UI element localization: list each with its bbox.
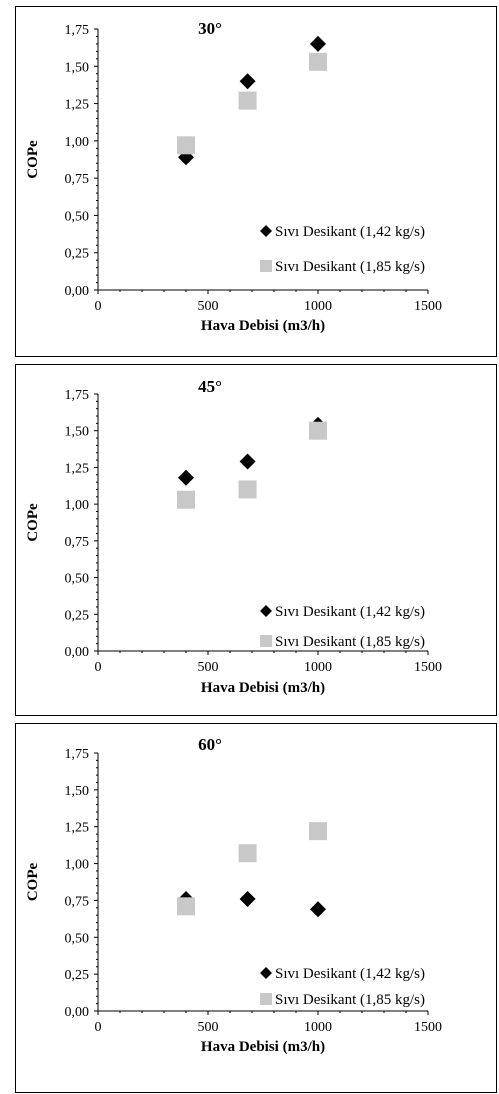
data-point-square bbox=[309, 421, 327, 440]
series-0 bbox=[178, 416, 326, 486]
y-tick-label: 1,00 bbox=[65, 498, 90, 513]
data-point-diamond bbox=[239, 73, 256, 90]
y-tick-label: 0,00 bbox=[65, 1005, 90, 1020]
chart-panel-60: 0,00 0,25 0,50 0,75 1,00 1,25 1,50 1,75 0 500 1000… bbox=[15, 723, 497, 1093]
legend-label: Sıvı Desikant (1,42 kg/s) bbox=[275, 224, 425, 240]
y-tick-label: 1,00 bbox=[65, 858, 90, 873]
x-axis-title: Hava Debisi (m3/h) bbox=[201, 680, 325, 696]
chart-30: 0,00 0,25 0,50 0,75 1,00 1,25 1,50 1,75 0 500 1000… bbox=[25, 19, 442, 334]
y-tick-label: 1,50 bbox=[65, 60, 90, 75]
legend-label: Sıvı Desikant (1,85 kg/s) bbox=[275, 992, 425, 1008]
y-tick-label: 0,75 bbox=[65, 894, 90, 909]
legend-marker-diamond bbox=[260, 967, 272, 979]
series-1 bbox=[177, 822, 327, 916]
legend-label: Sıvı Desikant (1,42 kg/s) bbox=[275, 966, 425, 982]
x-tick-label: 0 bbox=[95, 660, 102, 675]
data-point-diamond bbox=[178, 469, 194, 486]
y-tick-label: 1,75 bbox=[65, 747, 90, 762]
x-tick-label: 1000 bbox=[304, 1020, 332, 1035]
y-tick-label: 0,50 bbox=[65, 209, 90, 224]
y-tick-label: 1,50 bbox=[65, 784, 90, 799]
chart-title: 60° bbox=[198, 735, 222, 754]
y-axis-title: COPe bbox=[25, 140, 41, 179]
chart-panel-45: 0,00 0,25 0,50 0,75 1,00 1,25 1,50 1,75 0 500 1000… bbox=[15, 364, 497, 716]
chart-45: 0,00 0,25 0,50 0,75 1,00 1,25 1,50 1,75 0 500 1000… bbox=[25, 377, 442, 696]
y-tick-label: 0,25 bbox=[65, 968, 90, 983]
data-point-square bbox=[238, 480, 257, 499]
legend-marker-square bbox=[260, 635, 272, 647]
x-tick-label: 1500 bbox=[414, 299, 442, 314]
x-tick-label: 0 bbox=[95, 299, 102, 314]
y-tick-label: 0,50 bbox=[65, 931, 90, 946]
legend-marker-diamond bbox=[260, 225, 272, 237]
data-point-square bbox=[309, 822, 327, 841]
y-tick-label: 0,25 bbox=[65, 608, 90, 623]
data-point-diamond bbox=[310, 35, 326, 52]
y-tick-label: 1,25 bbox=[65, 98, 90, 113]
y-tick-label: 1,25 bbox=[65, 461, 90, 476]
series-1 bbox=[177, 421, 327, 509]
y-tick-label: 0,25 bbox=[65, 247, 90, 262]
x-tick-label: 1500 bbox=[414, 660, 442, 675]
data-point-square bbox=[238, 91, 257, 110]
data-point-square bbox=[309, 52, 327, 71]
series-1 bbox=[177, 52, 327, 155]
y-axis-title: COPe bbox=[25, 863, 41, 902]
y-tick-label: 0,00 bbox=[65, 645, 90, 660]
legend-marker-diamond bbox=[260, 605, 272, 617]
legend-label: Sıvı Desikant (1,42 kg/s) bbox=[275, 604, 425, 620]
data-point-square bbox=[238, 844, 257, 863]
legend-marker-square bbox=[260, 993, 272, 1005]
y-tick-label: 0,75 bbox=[65, 172, 90, 187]
x-tick-label: 500 bbox=[198, 660, 219, 675]
y-tick-label: 1,25 bbox=[65, 821, 90, 836]
data-point-diamond bbox=[310, 901, 326, 918]
data-point-square bbox=[177, 136, 195, 155]
y-tick-label: 1,00 bbox=[65, 135, 90, 150]
x-tick-label: 1000 bbox=[304, 660, 332, 675]
y-tick-label: 0,50 bbox=[65, 572, 90, 587]
legend-label: Sıvı Desikant (1,85 kg/s) bbox=[275, 634, 425, 650]
x-tick-label: 1500 bbox=[414, 1020, 442, 1035]
y-tick-label: 0,00 bbox=[65, 284, 90, 299]
data-point-diamond bbox=[239, 890, 256, 907]
x-tick-label: 500 bbox=[198, 1020, 219, 1035]
data-point-square bbox=[177, 490, 195, 509]
y-tick-label: 0,75 bbox=[65, 535, 90, 550]
x-tick-label: 1000 bbox=[304, 299, 332, 314]
chart-60: 0,00 0,25 0,50 0,75 1,00 1,25 1,50 1,75 0 500 1000… bbox=[25, 735, 442, 1055]
y-tick-label: 1,50 bbox=[65, 425, 90, 440]
y-tick-label: 1,75 bbox=[65, 388, 90, 403]
x-tick-label: 500 bbox=[198, 299, 219, 314]
x-axis-title: Hava Debisi (m3/h) bbox=[201, 318, 325, 334]
data-point-square bbox=[177, 897, 195, 916]
legend-label: Sıvı Desikant (1,85 kg/s) bbox=[275, 259, 425, 275]
y-axis-title: COPe bbox=[25, 503, 41, 542]
x-tick-label: 0 bbox=[95, 1020, 102, 1035]
chart-title: 45° bbox=[198, 377, 222, 396]
chart-panel-30: 0,00 0,25 0,50 0,75 1,00 1,25 1,50 1,75 0 500 1000… bbox=[15, 6, 497, 357]
series-0 bbox=[178, 890, 326, 918]
legend-marker-square bbox=[260, 260, 272, 272]
data-point-diamond bbox=[239, 453, 256, 470]
y-tick-label: 1,75 bbox=[65, 23, 90, 38]
chart-title: 30° bbox=[198, 19, 222, 38]
x-axis-title: Hava Debisi (m3/h) bbox=[201, 1039, 325, 1055]
